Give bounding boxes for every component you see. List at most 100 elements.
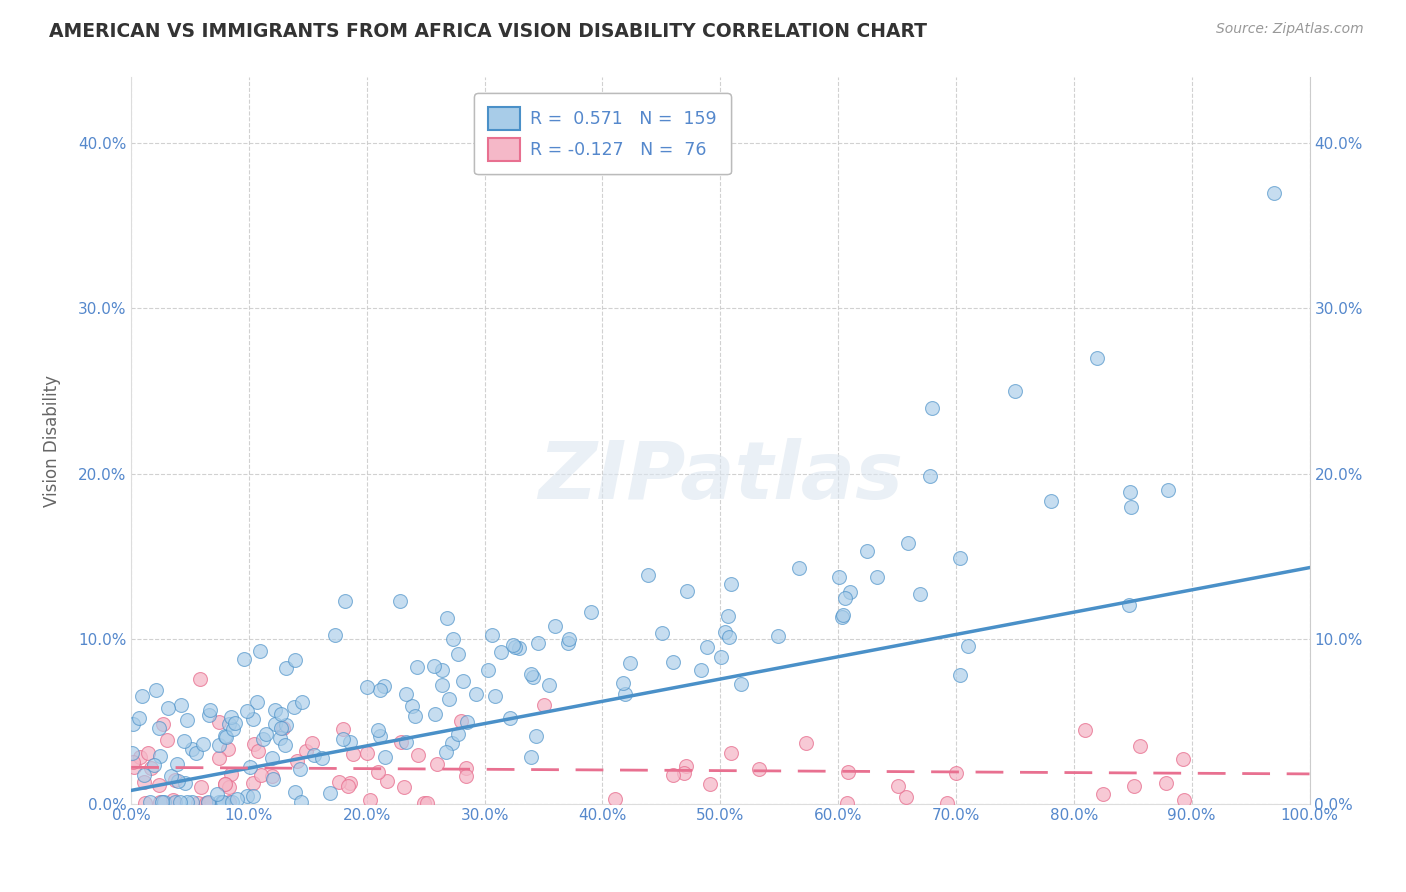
Point xyxy=(908,587,931,601)
Point xyxy=(195,796,218,810)
Point xyxy=(839,585,862,599)
Point xyxy=(676,584,699,599)
Point xyxy=(139,761,162,775)
Point xyxy=(714,624,737,639)
Y-axis label: Vision Disability: Vision Disability xyxy=(44,375,60,507)
Point xyxy=(339,776,361,790)
Point xyxy=(526,636,548,650)
Point xyxy=(165,796,187,810)
Point xyxy=(921,401,943,415)
Point xyxy=(208,739,231,753)
Point xyxy=(232,652,254,666)
Point xyxy=(128,711,150,725)
Point xyxy=(367,764,389,779)
Point xyxy=(544,618,567,632)
Point xyxy=(187,796,209,810)
Point xyxy=(184,746,207,760)
Point xyxy=(1092,787,1115,801)
Point xyxy=(122,717,145,731)
Point xyxy=(368,729,391,743)
Point xyxy=(720,746,742,760)
Point xyxy=(176,714,198,728)
Point xyxy=(221,795,243,809)
Point xyxy=(284,784,307,798)
Point xyxy=(389,594,412,608)
Point xyxy=(436,611,458,625)
Point xyxy=(437,692,460,706)
Point xyxy=(373,680,395,694)
Point xyxy=(166,756,188,771)
Point xyxy=(198,703,221,717)
Point xyxy=(368,683,391,698)
Point xyxy=(699,777,721,791)
Point xyxy=(136,746,159,760)
Point xyxy=(188,672,211,686)
Point xyxy=(502,638,524,652)
Point xyxy=(447,647,470,661)
Point xyxy=(367,723,389,737)
Point xyxy=(710,649,733,664)
Point xyxy=(250,768,273,782)
Point xyxy=(122,760,145,774)
Point xyxy=(249,644,271,658)
Point xyxy=(489,645,512,659)
Point xyxy=(1157,483,1180,497)
Point xyxy=(276,661,298,675)
Point xyxy=(637,567,659,582)
Point xyxy=(339,735,361,749)
Point xyxy=(222,722,245,736)
Point xyxy=(148,722,170,736)
Point xyxy=(717,608,740,623)
Point xyxy=(218,795,240,809)
Point xyxy=(374,750,396,764)
Point xyxy=(301,736,323,750)
Point xyxy=(246,695,269,709)
Point xyxy=(148,748,170,763)
Point xyxy=(612,676,634,690)
Point xyxy=(207,750,229,764)
Point xyxy=(430,663,453,677)
Point xyxy=(333,594,356,608)
Point xyxy=(416,796,439,810)
Point xyxy=(197,795,219,809)
Point xyxy=(395,687,418,701)
Point xyxy=(766,629,789,643)
Point xyxy=(426,756,449,771)
Point xyxy=(246,744,269,758)
Point xyxy=(956,639,979,653)
Text: AMERICAN VS IMMIGRANTS FROM AFRICA VISION DISABILITY CORRELATION CHART: AMERICAN VS IMMIGRANTS FROM AFRICA VISIO… xyxy=(49,22,927,41)
Point xyxy=(226,791,249,805)
Point xyxy=(274,718,297,732)
Point xyxy=(290,795,312,809)
Point xyxy=(332,731,354,746)
Point xyxy=(145,683,167,698)
Point xyxy=(190,780,212,794)
Point xyxy=(131,689,153,703)
Point xyxy=(304,748,326,763)
Point xyxy=(208,714,231,729)
Point xyxy=(450,714,472,728)
Point xyxy=(152,795,174,809)
Point xyxy=(413,796,436,810)
Point xyxy=(1154,776,1177,790)
Point xyxy=(156,732,179,747)
Point xyxy=(283,699,305,714)
Point xyxy=(748,763,770,777)
Point xyxy=(456,714,478,729)
Point xyxy=(215,731,238,745)
Point xyxy=(359,793,381,807)
Point xyxy=(323,628,346,642)
Point xyxy=(441,632,464,646)
Point xyxy=(176,795,198,809)
Point xyxy=(173,776,195,790)
Point xyxy=(132,775,155,789)
Point xyxy=(342,747,364,761)
Point xyxy=(730,677,752,691)
Point xyxy=(920,469,942,483)
Point xyxy=(897,536,920,550)
Point xyxy=(252,731,274,746)
Point xyxy=(170,698,193,712)
Point xyxy=(392,780,415,794)
Point xyxy=(524,729,547,743)
Point xyxy=(404,708,426,723)
